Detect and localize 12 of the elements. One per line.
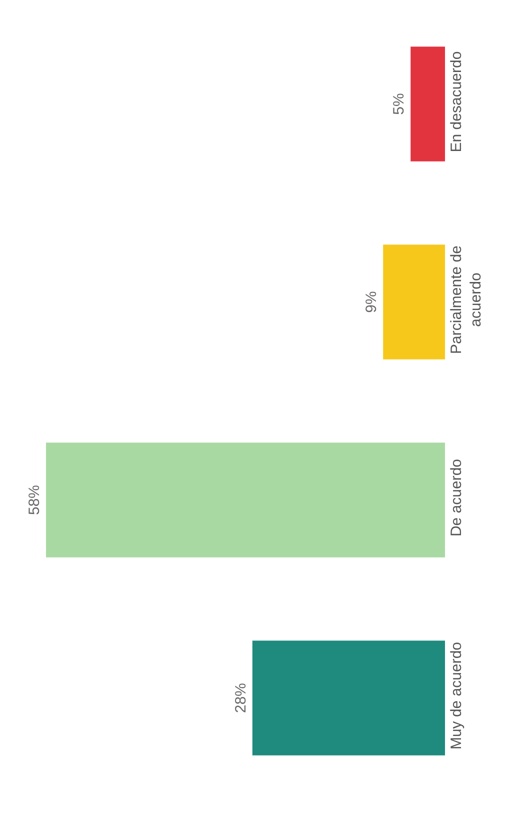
bar — [383, 244, 445, 360]
data-label: 58% — [26, 484, 43, 516]
y-tick-label: En desacuerdo — [448, 51, 465, 152]
data-label: 5% — [390, 93, 408, 115]
y-tick-label: De acuerdo — [448, 458, 465, 537]
bar — [46, 442, 445, 558]
data-label: 9% — [363, 291, 380, 313]
y-tick-label: Parcialmente de acuerdo — [448, 246, 484, 354]
y-tick-label: Muy de acuerdo — [448, 642, 465, 750]
data-label: 28% — [232, 682, 250, 714]
bar — [410, 46, 445, 162]
bar — [252, 640, 445, 756]
